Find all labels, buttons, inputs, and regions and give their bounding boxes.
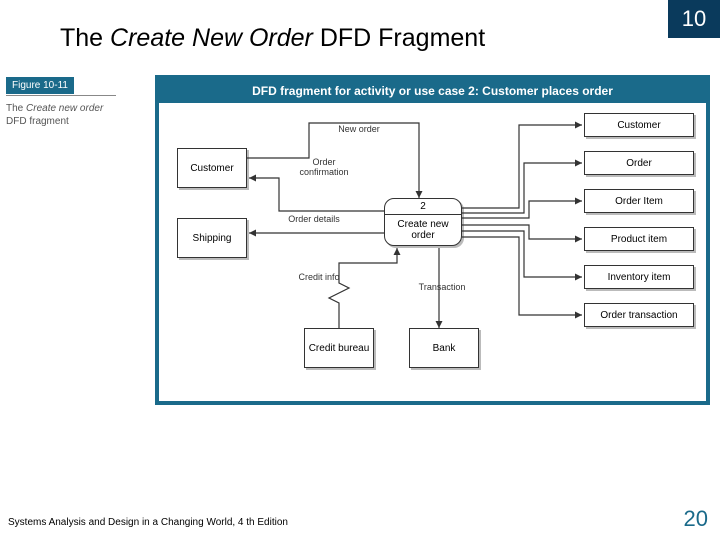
store-product-item: Product item [584, 227, 694, 251]
figure-tag: Figure 10-11 [6, 77, 74, 94]
store-order-transaction: Order transaction [584, 303, 694, 327]
process-name: Create new order [385, 215, 461, 245]
store-inventory-item: Inventory item [584, 265, 694, 289]
entity-customer: Customer [177, 148, 247, 188]
flow-order-confirmation: Order confirmation [289, 158, 359, 178]
flow-order-details: Order details [284, 215, 344, 225]
flow-transaction: Transaction [407, 283, 477, 293]
chapter-badge: 10 [668, 0, 720, 38]
diagram-body: Customer Shipping Credit bureau Bank 2 C… [159, 103, 706, 399]
page-number: 20 [684, 506, 708, 532]
store-order-item: Order Item [584, 189, 694, 213]
diagram-frame: DFD fragment for activity or use case 2:… [155, 75, 710, 405]
entity-bank: Bank [409, 328, 479, 368]
store-order: Order [584, 151, 694, 175]
process-number: 2 [385, 199, 461, 215]
entity-credit-bureau: Credit bureau [304, 328, 374, 368]
figure-rule [6, 95, 116, 96]
entity-shipping: Shipping [177, 218, 247, 258]
title-suffix: DFD Fragment [313, 24, 485, 52]
figure-label: Figure 10-11 The Create new order DFD fr… [6, 75, 116, 128]
flow-new-order: New order [324, 125, 394, 135]
title-prefix: The [60, 24, 110, 52]
footer-text: Systems Analysis and Design in a Changin… [8, 517, 288, 528]
slide-title: The Create New Order DFD Fragment [60, 24, 485, 53]
diagram-header: DFD fragment for activity or use case 2:… [159, 79, 706, 103]
flow-credit-info: Credit info [294, 273, 344, 283]
process-create-new-order: 2 Create new order [384, 198, 462, 246]
figure-caption: The Create new order DFD fragment [6, 102, 116, 128]
store-customer: Customer [584, 113, 694, 137]
title-italic: Create New Order [110, 24, 313, 52]
